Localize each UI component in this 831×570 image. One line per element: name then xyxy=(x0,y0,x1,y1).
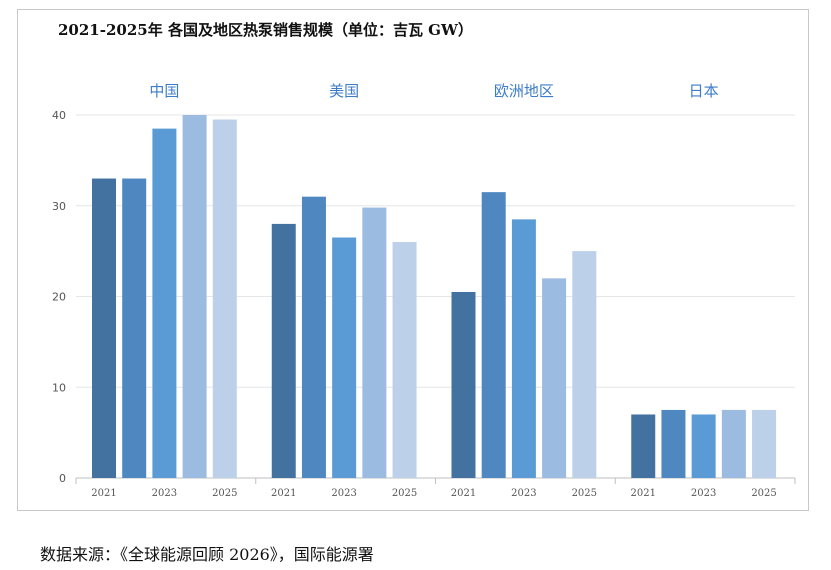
bar-2025 xyxy=(212,119,237,478)
bar-2025 xyxy=(752,409,777,478)
y-tick-label: 30 xyxy=(52,200,66,213)
x-tick-label: 2021 xyxy=(271,488,296,499)
x-tick-label: 2021 xyxy=(91,488,116,499)
y-tick-label: 0 xyxy=(59,472,66,485)
bar-2024 xyxy=(542,278,567,478)
bar-2024 xyxy=(182,115,207,478)
bar-2021 xyxy=(271,223,296,478)
group-label: 中国 xyxy=(149,82,179,100)
x-tick-label: 2025 xyxy=(212,488,237,499)
group-label: 日本 xyxy=(689,82,719,100)
x-tick-label: 2025 xyxy=(572,488,597,499)
bar-2022 xyxy=(661,409,686,478)
bar-2023 xyxy=(511,219,536,479)
y-tick-label: 40 xyxy=(52,109,66,122)
group-label: 欧洲地区 xyxy=(494,82,554,100)
chart-title: 2021-2025年 各国及地区热泵销售规模（单位：吉瓦 GW） xyxy=(58,21,473,39)
y-tick-label: 10 xyxy=(52,381,66,394)
bar-2023 xyxy=(152,128,177,479)
bar-2021 xyxy=(631,414,656,478)
x-tick-label: 2023 xyxy=(152,488,177,499)
bar-2025 xyxy=(392,242,417,478)
bar-2022 xyxy=(122,178,147,478)
y-tick-label: 20 xyxy=(52,291,66,304)
x-tick-label: 2021 xyxy=(631,488,656,499)
bar-2022 xyxy=(301,196,326,479)
bar-2023 xyxy=(332,237,357,478)
source-note: 数据来源：《全球能源回顾 2026》，国际能源署 xyxy=(40,545,374,564)
x-tick-label: 2023 xyxy=(511,488,536,499)
group-label: 美国 xyxy=(329,82,359,100)
bar-2023 xyxy=(691,414,716,478)
bar-2021 xyxy=(92,178,116,478)
x-tick-label: 2025 xyxy=(751,488,776,499)
bar-2022 xyxy=(481,192,506,478)
bar-2021 xyxy=(451,291,476,478)
bar-2024 xyxy=(721,409,746,478)
x-tick-label: 2023 xyxy=(691,488,716,499)
bar-2024 xyxy=(362,207,387,478)
x-tick-label: 2023 xyxy=(331,488,356,499)
bar-2025 xyxy=(572,251,597,478)
x-tick-label: 2021 xyxy=(451,488,476,499)
x-tick-label: 2025 xyxy=(392,488,417,499)
